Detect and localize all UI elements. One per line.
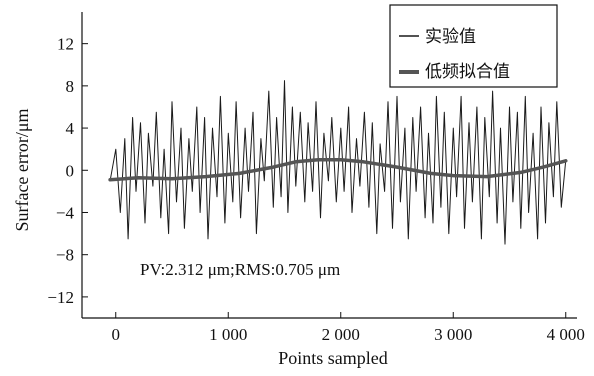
y-tick-label: −4 bbox=[56, 203, 75, 222]
x-axis-ticks: 0 1 000 2 000 3 000 4 000 bbox=[112, 312, 585, 344]
x-tick-label: 4 000 bbox=[547, 325, 585, 344]
legend: 实验值 低频拟合值 bbox=[389, 4, 558, 88]
series-line-low-frequency-fit bbox=[108, 157, 568, 182]
y-tick-label: 4 bbox=[66, 119, 75, 138]
x-tick-label: 0 bbox=[112, 325, 121, 344]
y-tick-label: 12 bbox=[57, 35, 74, 54]
y-tick-label: −8 bbox=[56, 246, 74, 265]
legend-label-fit: 低频拟合值 bbox=[425, 62, 510, 82]
y-tick-label: 8 bbox=[66, 77, 75, 96]
legend-label-experimental: 实验值 bbox=[425, 27, 476, 47]
x-tick-label: 1 000 bbox=[209, 325, 247, 344]
series-line-experimental bbox=[109, 80, 567, 245]
series-layer bbox=[108, 80, 568, 245]
plot-frame bbox=[81, 12, 577, 319]
x-tick-label: 3 000 bbox=[434, 325, 472, 344]
y-tick-label: −12 bbox=[47, 288, 74, 307]
x-tick-label: 2 000 bbox=[322, 325, 360, 344]
y-axis-ticks: 12 8 4 0 −4 −8 −12 bbox=[47, 35, 88, 307]
annotation-pv-rms: PV:2.312 μm;RMS:0.705 μm bbox=[140, 260, 340, 279]
x-axis-title: Points sampled bbox=[278, 348, 388, 368]
y-tick-label: 0 bbox=[66, 161, 75, 180]
y-axis-title: Surface error/μm bbox=[12, 108, 32, 231]
